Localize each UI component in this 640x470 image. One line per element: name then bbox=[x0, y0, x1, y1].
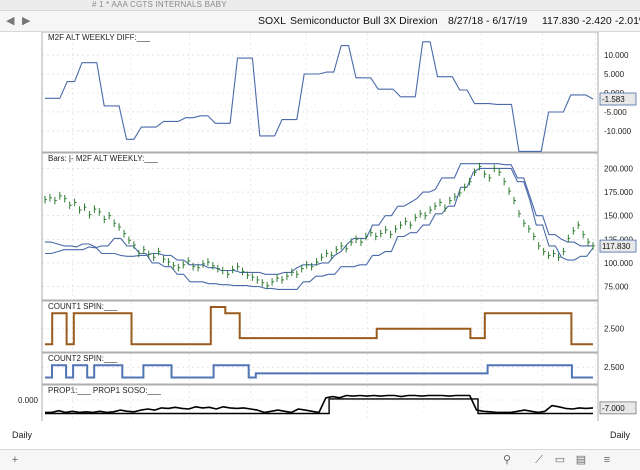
layout-icon[interactable]: ▭ bbox=[554, 454, 566, 466]
y-tick-label: 2.500 bbox=[604, 363, 625, 372]
y-tick-label: 175.000 bbox=[604, 188, 633, 197]
interval-left[interactable]: Daily bbox=[11, 430, 32, 440]
status-bar: + ⚲ ⟋ ▭ ▤ ≡ bbox=[0, 449, 640, 470]
y-tick-label: -5.000 bbox=[604, 108, 627, 117]
last-price: 117.830 bbox=[542, 15, 580, 27]
price-change: -2.420 bbox=[582, 15, 612, 27]
y-tick-label: 2.500 bbox=[604, 325, 625, 334]
price-change-pct: -2.01% bbox=[615, 15, 640, 27]
window-titlebar: # 1 * AAA CGTS INTERNALS BABY bbox=[0, 0, 640, 11]
prop1-line bbox=[45, 394, 594, 414]
count1-line bbox=[45, 306, 593, 346]
y-tick-label: 100.000 bbox=[604, 259, 633, 268]
last-value-text: 117.830 bbox=[602, 242, 631, 251]
panel-count2-title: COUNT2 SPIN:___ bbox=[48, 354, 118, 363]
add-icon[interactable]: + bbox=[11, 454, 19, 466]
price-band-upper bbox=[45, 163, 593, 275]
chart-svg[interactable]: 10.000 5.000 0.000 -5.000 -10.000 M2F ALT WEE… bbox=[0, 32, 640, 421]
back-arrow-icon[interactable]: ◀ bbox=[6, 15, 15, 27]
y-tick-label: 75.000 bbox=[604, 283, 629, 292]
panel-count1-title: COUNT1 SPIN:___ bbox=[48, 302, 118, 311]
y-tick-label: 200.000 bbox=[604, 164, 633, 173]
panel-diff-frame bbox=[41, 32, 599, 153]
panel-price-frame bbox=[41, 152, 599, 301]
panel-price-title: Bars: |- M2F ALT WEEKLY:___ bbox=[48, 154, 158, 163]
panel-prop-title: PROP1:___ PROP1 SOSO:___ bbox=[48, 386, 161, 395]
last-value-text: -7.000 bbox=[602, 404, 625, 413]
interval-right[interactable]: Daily bbox=[609, 430, 630, 440]
symbol-name: Semiconductor Bull 3X Direxion bbox=[290, 15, 438, 27]
count2-line bbox=[45, 364, 593, 379]
menu-icon[interactable]: ≡ bbox=[603, 454, 611, 466]
y-tick-label: 0.000 bbox=[18, 396, 39, 405]
chart-toolbar: ◀ ▶ SOXL Semiconductor Bull 3X Direxion … bbox=[0, 11, 640, 32]
search-icon[interactable]: ⚲ bbox=[502, 454, 512, 466]
last-value-tag-diff: -1.583 bbox=[599, 92, 637, 106]
symbol-ticker[interactable]: SOXL bbox=[258, 15, 287, 27]
last-value-text: -1.583 bbox=[602, 95, 625, 104]
last-value-tag-price: 117.830 bbox=[599, 239, 637, 253]
panel-prop-frame bbox=[41, 384, 599, 421]
chart-type-icon[interactable]: ⟋ bbox=[535, 454, 543, 466]
diff-line bbox=[45, 41, 594, 152]
y-tick-label: 150.000 bbox=[604, 212, 633, 221]
prop1-soso-line bbox=[45, 398, 593, 415]
panel-diff-title: M2F ALT WEEKLY DIFF:___ bbox=[48, 33, 151, 42]
panel-count2-frame bbox=[41, 352, 599, 385]
date-range: 8/27/18 - 6/17/19 bbox=[448, 15, 528, 27]
last-value-tag-prop: -7.000 bbox=[599, 401, 637, 415]
forward-arrow-icon[interactable]: ▶ bbox=[22, 15, 31, 27]
y-tick-label: 5.000 bbox=[604, 70, 625, 79]
panel-count1-frame bbox=[41, 300, 599, 353]
y-tick-label: 10.000 bbox=[604, 51, 629, 60]
window-title: # 1 * AAA CGTS INTERNALS BABY bbox=[92, 0, 227, 9]
panel-icon[interactable]: ▤ bbox=[575, 454, 587, 466]
price-band-lower bbox=[45, 167, 594, 290]
y-tick-label: -10.000 bbox=[604, 127, 632, 136]
chart-area[interactable]: 10.000 5.000 0.000 -5.000 -10.000 M2F ALT WEE… bbox=[0, 32, 640, 421]
